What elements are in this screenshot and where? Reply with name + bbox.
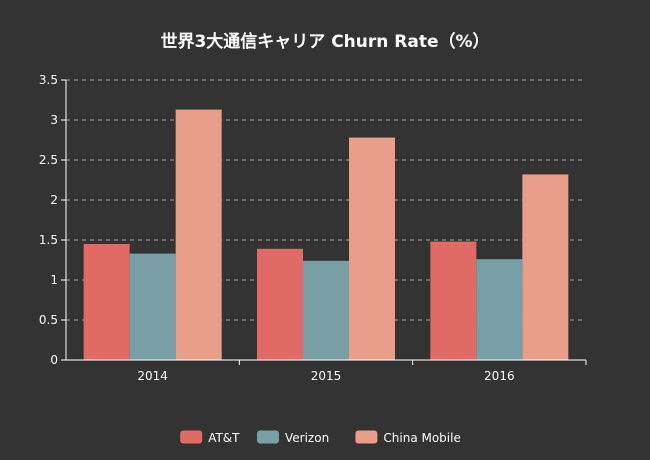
y-tick-label: 2.5	[39, 153, 58, 167]
bar-verizon-2016[interactable]	[476, 259, 523, 360]
y-tick-label: 0	[50, 353, 58, 367]
bar-china-mobile-2015[interactable]	[349, 137, 395, 360]
y-tick-label: 2	[50, 193, 58, 207]
x-tick-label: 2015	[311, 369, 342, 383]
y-tick-label: 1.5	[39, 233, 58, 247]
legend-label-china-mobile[interactable]: China Mobile	[383, 431, 460, 445]
legend-label-verizon[interactable]: Verizon	[285, 431, 329, 445]
legend: AT&T Verizon China Mobile	[180, 430, 461, 445]
x-tick-label: 2016	[484, 369, 515, 383]
bar-at-t-2014[interactable]	[83, 244, 130, 360]
axes: 0 0.5 1 1.5 2 2.5 3 3.5 2014 2015 2016	[39, 73, 587, 383]
legend-swatch-china-mobile[interactable]	[355, 430, 378, 444]
bar-china-mobile-2016[interactable]	[522, 174, 569, 360]
bars	[83, 109, 569, 360]
x-tick-label: 2014	[137, 369, 168, 383]
legend-label-at-t[interactable]: AT&T	[208, 431, 240, 445]
chart-title: 世界3大通信キャリア Churn Rate（%）	[160, 31, 489, 52]
bar-china-mobile-2014[interactable]	[175, 109, 222, 360]
bar-at-t-2016[interactable]	[430, 241, 477, 360]
bar-at-t-2015[interactable]	[257, 248, 303, 360]
bar-verizon-2015[interactable]	[303, 260, 349, 360]
y-tick-label: 1	[50, 273, 58, 287]
bar-verizon-2014[interactable]	[129, 253, 176, 360]
legend-swatch-verizon[interactable]	[257, 430, 279, 444]
y-tick-label: 0.5	[39, 313, 58, 327]
y-tick-label: 3	[50, 113, 58, 127]
y-tick-label: 3.5	[39, 73, 58, 87]
legend-swatch-at-t[interactable]	[180, 430, 203, 444]
